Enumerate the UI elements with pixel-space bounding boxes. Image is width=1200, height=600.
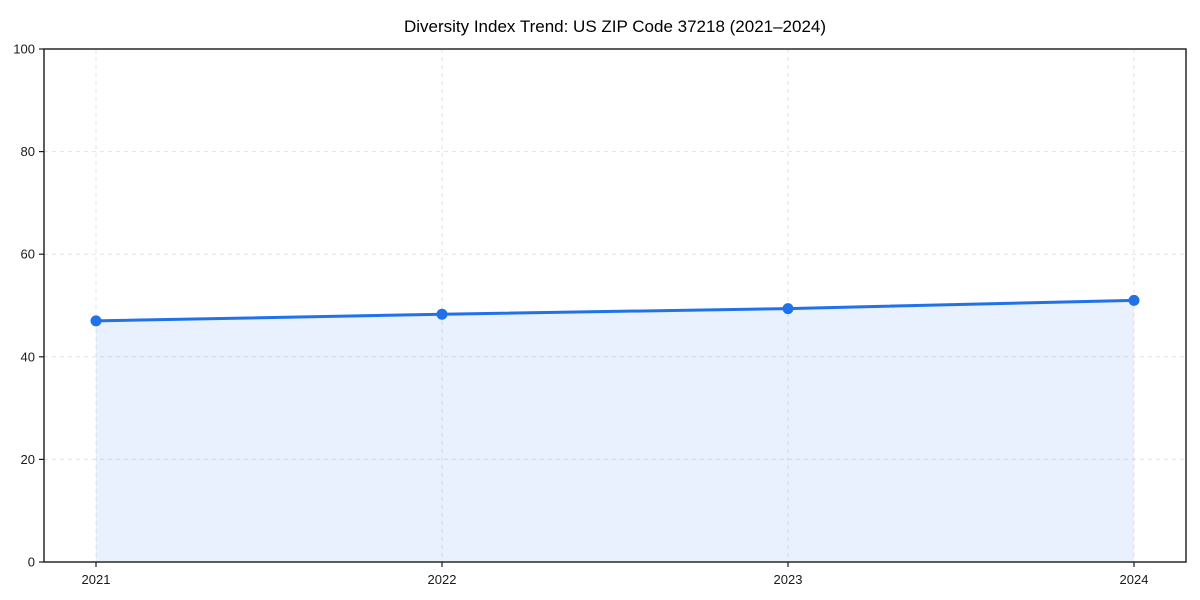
y-tick-label: 80 (21, 144, 35, 159)
x-tick-label: 2024 (1120, 572, 1149, 587)
x-tick-label: 2021 (82, 572, 111, 587)
y-tick-label: 20 (21, 452, 35, 467)
plot-area: 0 20 40 60 80 100 2021 2022 2023 2024 (13, 42, 1187, 587)
data-point-2023 (782, 303, 794, 315)
x-tick-label: 2022 (428, 572, 457, 587)
area-fill (96, 300, 1134, 562)
y-tick-label: 40 (21, 349, 35, 364)
data-point-2024 (1128, 294, 1140, 306)
y-tick-label: 0 (28, 555, 35, 570)
trend-line (94, 298, 1136, 323)
x-tick-label: 2023 (774, 572, 803, 587)
chart-title: Diversity Index Trend: US ZIP Code 37218… (404, 17, 826, 36)
y-tick-label: 60 (21, 247, 35, 262)
data-point-2022 (436, 308, 448, 320)
plot-border (43, 48, 1187, 563)
data-point-2021 (90, 315, 102, 327)
y-tick-label: 100 (13, 42, 35, 57)
